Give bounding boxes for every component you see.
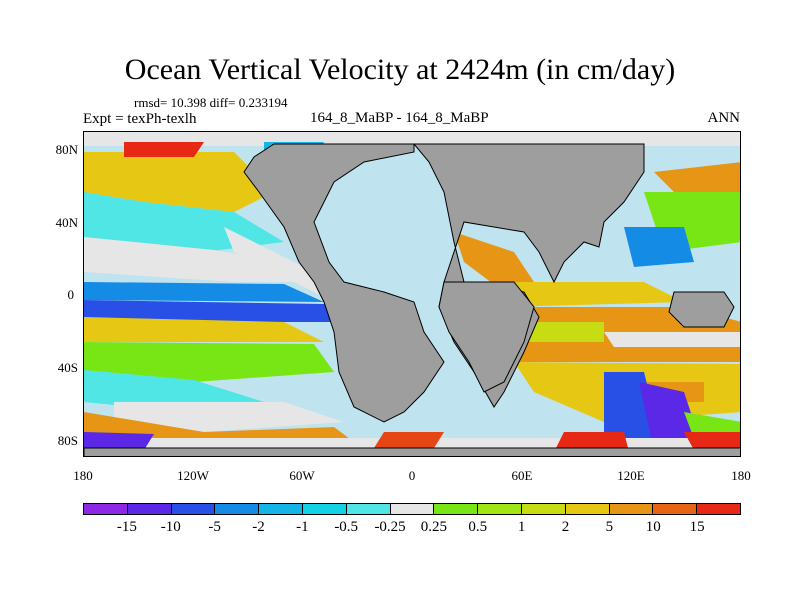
colorbar-label: -1 [296, 519, 309, 535]
stats-line: rmsd= 10.398 diff= 0.233194 [134, 95, 288, 110]
case-label: 164_8_MaBP - 164_8_MaBP [310, 110, 489, 126]
colorbar-swatch [215, 504, 260, 514]
y-tick-40s: 40S [57, 360, 78, 375]
velocity-field-map [84, 132, 740, 456]
colorbar [83, 503, 741, 515]
colorbar-swatch [609, 504, 654, 514]
land-mask [84, 143, 740, 456]
plot-title: Ocean Vertical Velocity at 2424m (in cm/… [124, 53, 676, 86]
colorbar-swatch [653, 504, 698, 514]
colorbar-swatch [171, 504, 216, 514]
colorbar-label: -2 [252, 519, 265, 535]
colorbar-swatch [84, 504, 128, 514]
colorbar-label: -0.25 [374, 519, 406, 535]
x-tick-60e: 60E [511, 468, 533, 483]
colorbar-swatch [697, 504, 740, 514]
y-tick-80s: 80S [57, 433, 78, 448]
colorbar-label: 1 [517, 519, 526, 535]
colorbar-label: -5 [208, 519, 221, 535]
y-tick-40n: 40N [55, 215, 78, 230]
x-tick-120w: 120W [177, 468, 209, 483]
x-tick-120e: 120E [617, 468, 645, 483]
colorbar-label: 10 [645, 519, 661, 535]
x-tick-180-right: 180 [731, 468, 751, 483]
colorbar-swatch [521, 504, 566, 514]
colorbar-swatch [346, 504, 391, 514]
colorbar-swatch [302, 504, 347, 514]
colorbar-swatch [565, 504, 610, 514]
experiment-label: Expt = texPh-texlh [83, 111, 197, 127]
x-tick-60w: 60W [289, 468, 315, 483]
pacific-ocean-field [84, 152, 354, 444]
y-tick-80n: 80N [55, 142, 78, 157]
x-tick-0: 0 [408, 468, 416, 483]
colorbar-label: 0.25 [420, 519, 448, 535]
colorbar-swatch [259, 504, 303, 514]
y-tick-0: 0 [67, 287, 75, 302]
map-panel [83, 131, 741, 457]
colorbar-label: -15 [116, 519, 137, 535]
colorbar-label: -10 [160, 519, 181, 535]
colorbar-label: 5 [605, 519, 614, 535]
x-tick-180-left: 180 [73, 468, 93, 483]
colorbar-label: 2 [561, 519, 570, 535]
colorbar-label: 15 [689, 519, 705, 535]
colorbar-swatch [127, 504, 172, 514]
season-label: ANN [707, 110, 741, 126]
colorbar-swatch [390, 504, 435, 514]
colorbar-swatch [478, 504, 522, 514]
colorbar-label: 0.5 [468, 519, 488, 535]
colorbar-swatch [434, 504, 479, 514]
colorbar-label: -0.5 [334, 519, 359, 535]
